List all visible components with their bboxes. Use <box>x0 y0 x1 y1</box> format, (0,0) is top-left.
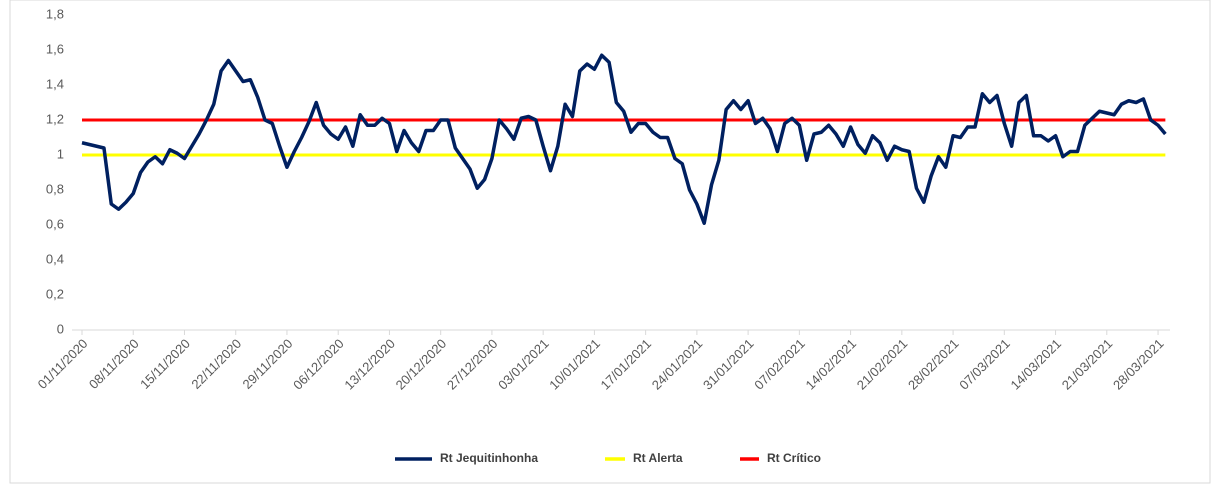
x-tick-label: 13/12/2020 <box>341 336 398 393</box>
x-tick-label: 20/12/2020 <box>393 336 450 393</box>
x-tick-label: 24/01/2021 <box>649 336 706 393</box>
x-tick-label: 21/02/2021 <box>854 336 911 393</box>
y-tick-label: 1,4 <box>46 76 64 91</box>
y-tick-label: 0,6 <box>46 216 64 231</box>
y-tick-label: 0,2 <box>46 286 64 301</box>
x-tick-label: 21/03/2021 <box>1059 336 1116 393</box>
series-line <box>81 53 1167 225</box>
x-tick-label: 10/01/2021 <box>546 336 603 393</box>
y-tick-label: 1,6 <box>46 41 64 56</box>
y-tick-label: 1,8 <box>46 6 64 21</box>
y-tick-label: 0 <box>57 321 64 336</box>
chart-frame <box>9 0 1211 484</box>
x-tick-label: 15/11/2020 <box>137 336 193 392</box>
x-tick-label: 14/02/2021 <box>803 336 860 393</box>
legend-label: Rt Jequitinhonha <box>440 451 538 465</box>
x-tick-label: 27/12/2020 <box>444 336 501 393</box>
x-tick-label: 29/11/2020 <box>240 336 296 392</box>
y-tick-label: 1,2 <box>46 111 64 126</box>
x-tick-label: 07/03/2021 <box>956 336 1013 393</box>
y-tick-label: 1 <box>57 146 64 161</box>
x-tick-label: 01/11/2020 <box>35 336 91 392</box>
x-tick-label: 22/11/2020 <box>188 336 244 392</box>
x-tick-label: 03/01/2021 <box>495 336 552 393</box>
x-tick-label: 28/02/2021 <box>905 336 962 393</box>
legend-label: Rt Alerta <box>633 451 683 465</box>
x-tick-label: 28/03/2021 <box>1110 336 1167 393</box>
x-tick-label: 07/02/2021 <box>751 336 808 393</box>
y-tick-label: 0,4 <box>46 251 64 266</box>
legend-label: Rt Crítico <box>767 451 821 465</box>
y-tick-label: 0,8 <box>46 181 64 196</box>
x-tick-label: 06/12/2020 <box>290 336 347 393</box>
x-tick-label: 31/01/2021 <box>700 336 757 393</box>
x-tick-label: 17/01/2021 <box>598 336 655 393</box>
x-tick-label: 14/03/2021 <box>1007 336 1064 393</box>
x-tick-label: 08/11/2020 <box>86 336 142 392</box>
